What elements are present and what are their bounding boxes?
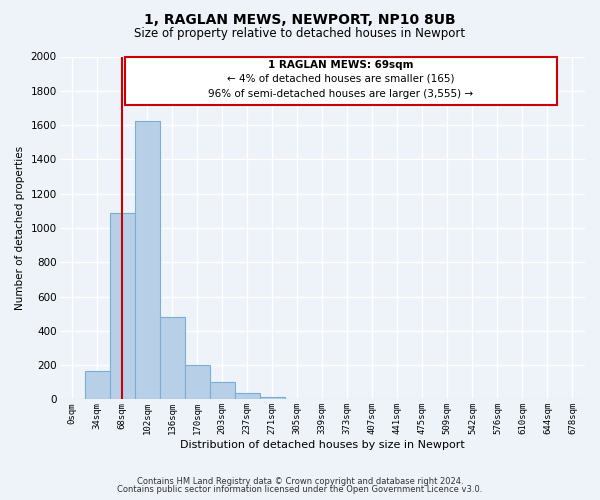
Text: Contains public sector information licensed under the Open Government Licence v3: Contains public sector information licen… bbox=[118, 485, 482, 494]
Bar bbox=[210, 382, 235, 400]
Bar bbox=[85, 371, 110, 400]
Text: 1 RAGLAN MEWS: 69sqm: 1 RAGLAN MEWS: 69sqm bbox=[268, 60, 414, 70]
Bar bbox=[110, 212, 134, 400]
Text: 1, RAGLAN MEWS, NEWPORT, NP10 8UB: 1, RAGLAN MEWS, NEWPORT, NP10 8UB bbox=[144, 12, 456, 26]
Text: 96% of semi-detached houses are larger (3,555) →: 96% of semi-detached houses are larger (… bbox=[208, 89, 473, 99]
Bar bbox=[260, 397, 285, 400]
Bar bbox=[185, 365, 210, 400]
Text: Size of property relative to detached houses in Newport: Size of property relative to detached ho… bbox=[134, 28, 466, 40]
FancyBboxPatch shape bbox=[125, 56, 557, 104]
Bar bbox=[235, 394, 260, 400]
Text: Contains HM Land Registry data © Crown copyright and database right 2024.: Contains HM Land Registry data © Crown c… bbox=[137, 477, 463, 486]
Text: ← 4% of detached houses are smaller (165): ← 4% of detached houses are smaller (165… bbox=[227, 74, 455, 84]
Y-axis label: Number of detached properties: Number of detached properties bbox=[15, 146, 25, 310]
Bar bbox=[134, 121, 160, 400]
X-axis label: Distribution of detached houses by size in Newport: Distribution of detached houses by size … bbox=[180, 440, 464, 450]
Bar bbox=[160, 317, 185, 400]
